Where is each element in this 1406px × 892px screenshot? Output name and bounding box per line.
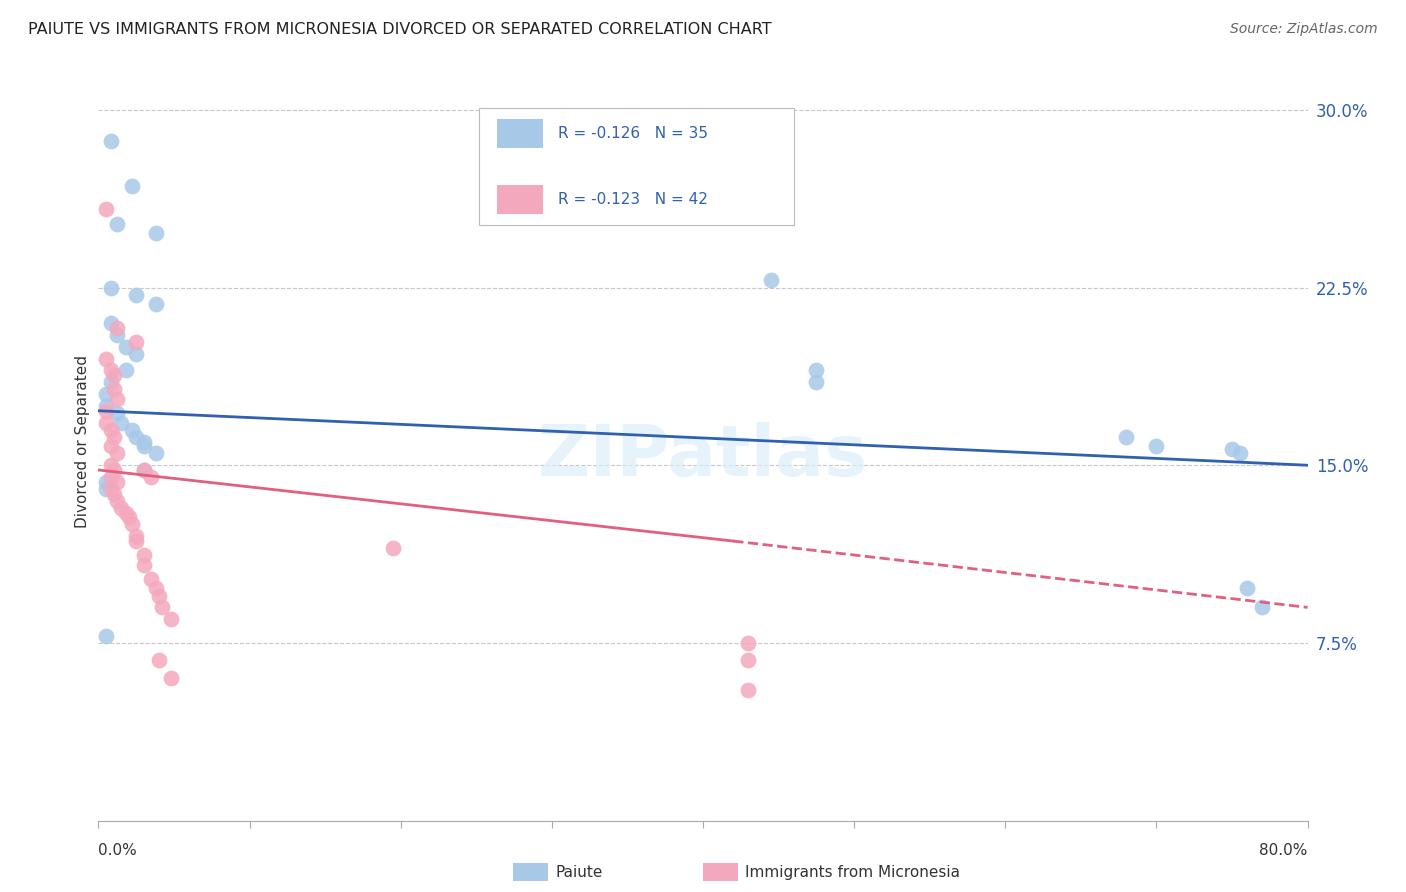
Point [105,475,128,489]
Point [145,582,167,596]
Point [114,363,136,377]
Point [110,416,132,430]
Point [1251,600,1274,615]
Point [114,506,136,520]
Point [121,517,143,532]
Point [105,446,128,460]
Point [1144,439,1167,453]
Point [100,316,122,330]
FancyBboxPatch shape [479,108,793,226]
Point [105,327,128,342]
Point [105,217,128,231]
FancyBboxPatch shape [498,120,543,148]
Point [150,600,173,615]
Y-axis label: Divorced or Separated: Divorced or Separated [75,355,90,528]
Point [125,287,148,301]
Point [132,558,155,572]
Point [160,612,183,626]
Point [132,434,155,449]
Point [125,334,148,349]
Point [105,493,128,508]
Point [94,387,117,401]
Text: Paiute: Paiute [555,865,603,880]
Text: PAIUTE VS IMMIGRANTS FROM MICRONESIA DIVORCED OR SEPARATED CORRELATION CHART: PAIUTE VS IMMIGRANTS FROM MICRONESIA DIV… [28,22,772,37]
Point [114,340,136,354]
Point [94,629,117,643]
Point [94,351,117,366]
Point [94,202,117,217]
Point [1229,446,1251,460]
Point [160,672,183,686]
Point [132,548,155,563]
Point [737,636,759,650]
Point [118,510,141,524]
Point [382,541,405,556]
Text: Source: ZipAtlas.com: Source: ZipAtlas.com [1230,22,1378,37]
Point [148,589,170,603]
Text: 0.0%: 0.0% [98,843,138,858]
Point [145,446,167,460]
Point [103,383,125,397]
Point [125,529,148,543]
Point [132,463,155,477]
Point [94,482,117,496]
Point [94,416,117,430]
Point [125,534,148,549]
Point [100,134,122,148]
Point [141,572,163,586]
Point [125,347,148,361]
Text: Immigrants from Micronesia: Immigrants from Micronesia [745,865,960,880]
Point [105,321,128,335]
Point [1115,430,1137,444]
Point [1220,442,1243,456]
Point [103,368,125,383]
Point [100,376,122,390]
Point [132,439,155,453]
Point [121,178,143,193]
Point [100,458,122,473]
Point [737,652,759,666]
Point [121,423,143,437]
Point [125,430,148,444]
Point [94,399,117,413]
Point [103,486,125,500]
Point [145,297,167,311]
Point [1236,582,1258,596]
Point [100,470,122,484]
Point [759,273,782,287]
Point [141,470,163,484]
FancyBboxPatch shape [498,186,543,214]
Text: R = -0.123   N = 42: R = -0.123 N = 42 [558,192,707,207]
Point [103,430,125,444]
Point [806,376,828,390]
Point [100,363,122,377]
Point [806,363,828,377]
Point [737,683,759,698]
Point [105,392,128,406]
Point [132,463,155,477]
Text: 80.0%: 80.0% [1260,843,1308,858]
Point [110,500,132,515]
Point [105,406,128,420]
Point [94,403,117,417]
Text: ZIPatlas: ZIPatlas [538,422,868,491]
Point [100,423,122,437]
Point [100,482,122,496]
Point [103,463,125,477]
Point [100,439,122,453]
Text: R = -0.126   N = 35: R = -0.126 N = 35 [558,126,707,141]
Point [94,475,117,489]
Point [145,226,167,240]
Point [148,652,170,666]
Point [100,280,122,294]
